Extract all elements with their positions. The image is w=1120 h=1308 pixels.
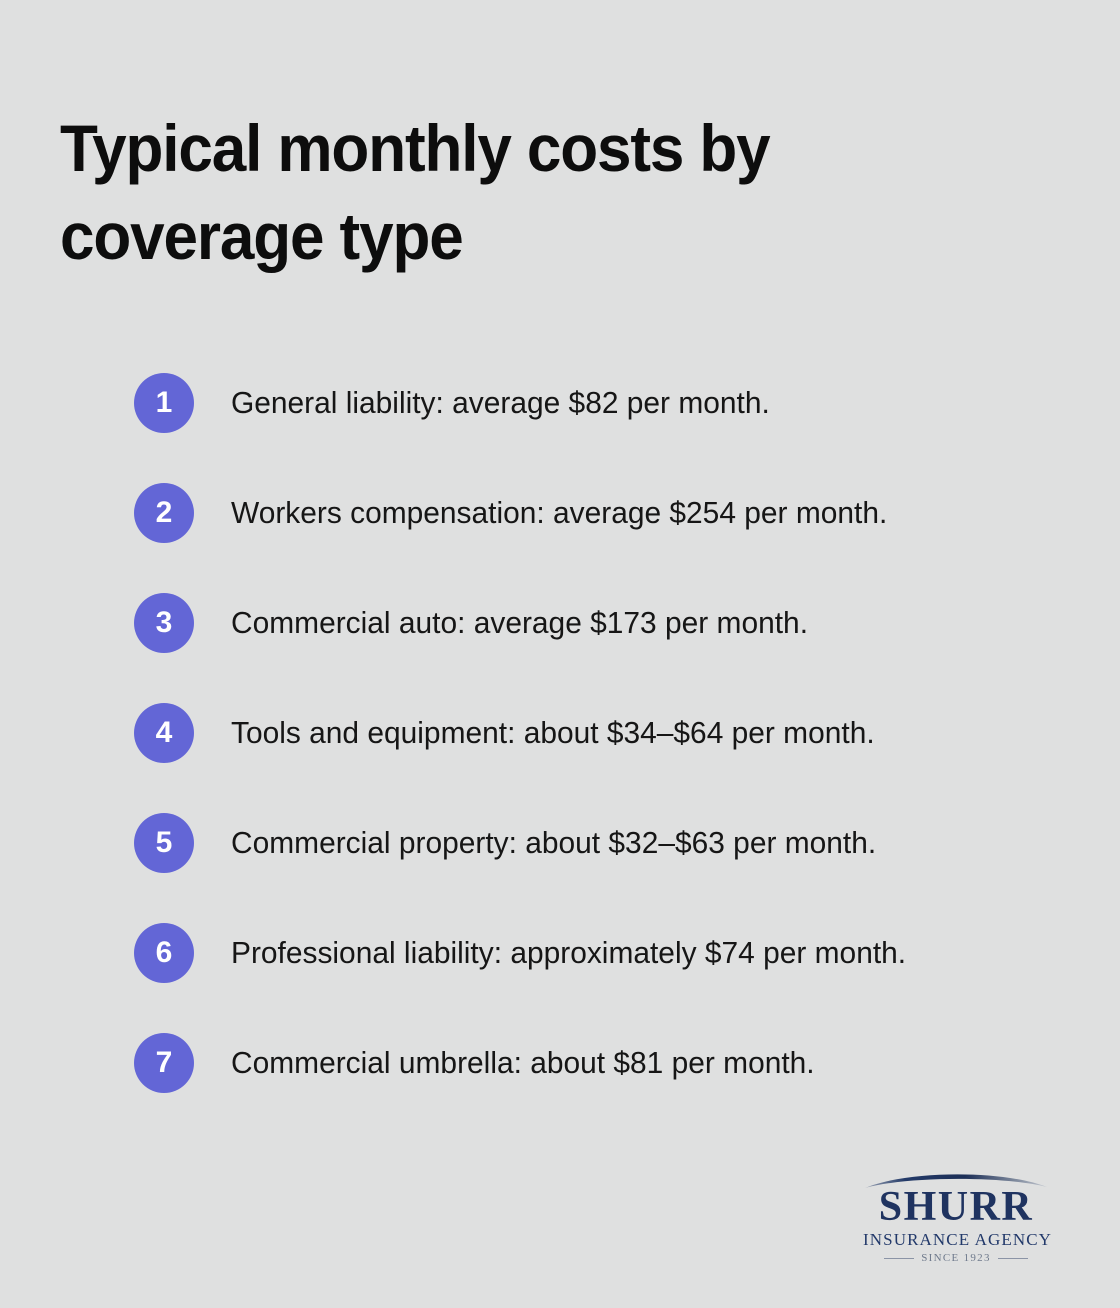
logo-subtitle: INSURANCE AGENCY bbox=[863, 1230, 1053, 1249]
list-item-number-badge: 4 bbox=[134, 703, 194, 763]
page-title-line-1: Typical monthly costs by bbox=[60, 111, 771, 185]
page-title-line-2: coverage type bbox=[60, 199, 464, 273]
logo-wordmark: SHURR bbox=[878, 1184, 1034, 1230]
logo-swoosh-icon bbox=[865, 1174, 1047, 1188]
list-item: 4 Tools and equipment: about $34–$64 per… bbox=[134, 703, 1074, 763]
list-item-number-badge: 6 bbox=[134, 923, 194, 983]
list-item: 7 Commercial umbrella: about $81 per mon… bbox=[134, 1033, 1074, 1093]
cost-list: 1 General liability: average $82 per mon… bbox=[134, 373, 1074, 1093]
list-item-label: Commercial property: about $32–$63 per m… bbox=[231, 825, 877, 861]
list-item-label: Commercial auto: average $173 per month. bbox=[231, 605, 809, 641]
list-item-label: General liability: average $82 per month… bbox=[231, 385, 770, 421]
list-item: 5 Commercial property: about $32–$63 per… bbox=[134, 813, 1074, 873]
list-item-number-badge: 1 bbox=[134, 373, 194, 433]
logo-since-text: SINCE 1923 bbox=[921, 1252, 991, 1264]
list-item-label: Professional liability: approximately $7… bbox=[231, 935, 907, 971]
list-item: 2 Workers compensation: average $254 per… bbox=[134, 483, 1074, 543]
logo-rule-right bbox=[997, 1257, 1028, 1259]
list-item-number-badge: 5 bbox=[134, 813, 194, 873]
list-item-number-badge: 7 bbox=[134, 1033, 194, 1093]
list-item-label: Tools and equipment: about $34–$64 per m… bbox=[231, 715, 875, 751]
list-item-label: Commercial umbrella: about $81 per month… bbox=[231, 1045, 815, 1081]
list-item-label: Workers compensation: average $254 per m… bbox=[231, 495, 888, 531]
list-item-number-badge: 3 bbox=[134, 593, 194, 653]
list-item: 1 General liability: average $82 per mon… bbox=[134, 373, 1074, 433]
list-item: 3 Commercial auto: average $173 per mont… bbox=[134, 593, 1074, 653]
logo-rule-left bbox=[884, 1257, 915, 1259]
list-item-number-badge: 2 bbox=[134, 483, 194, 543]
page-title: Typical monthly costs by coverage type bbox=[60, 104, 960, 280]
logo-since-row: SINCE 1923 bbox=[863, 1252, 1049, 1264]
list-item: 6 Professional liability: approximately … bbox=[134, 923, 1074, 983]
brand-logo: SHURR INSURANCE AGENCY SINCE 1923 bbox=[863, 1168, 1053, 1264]
